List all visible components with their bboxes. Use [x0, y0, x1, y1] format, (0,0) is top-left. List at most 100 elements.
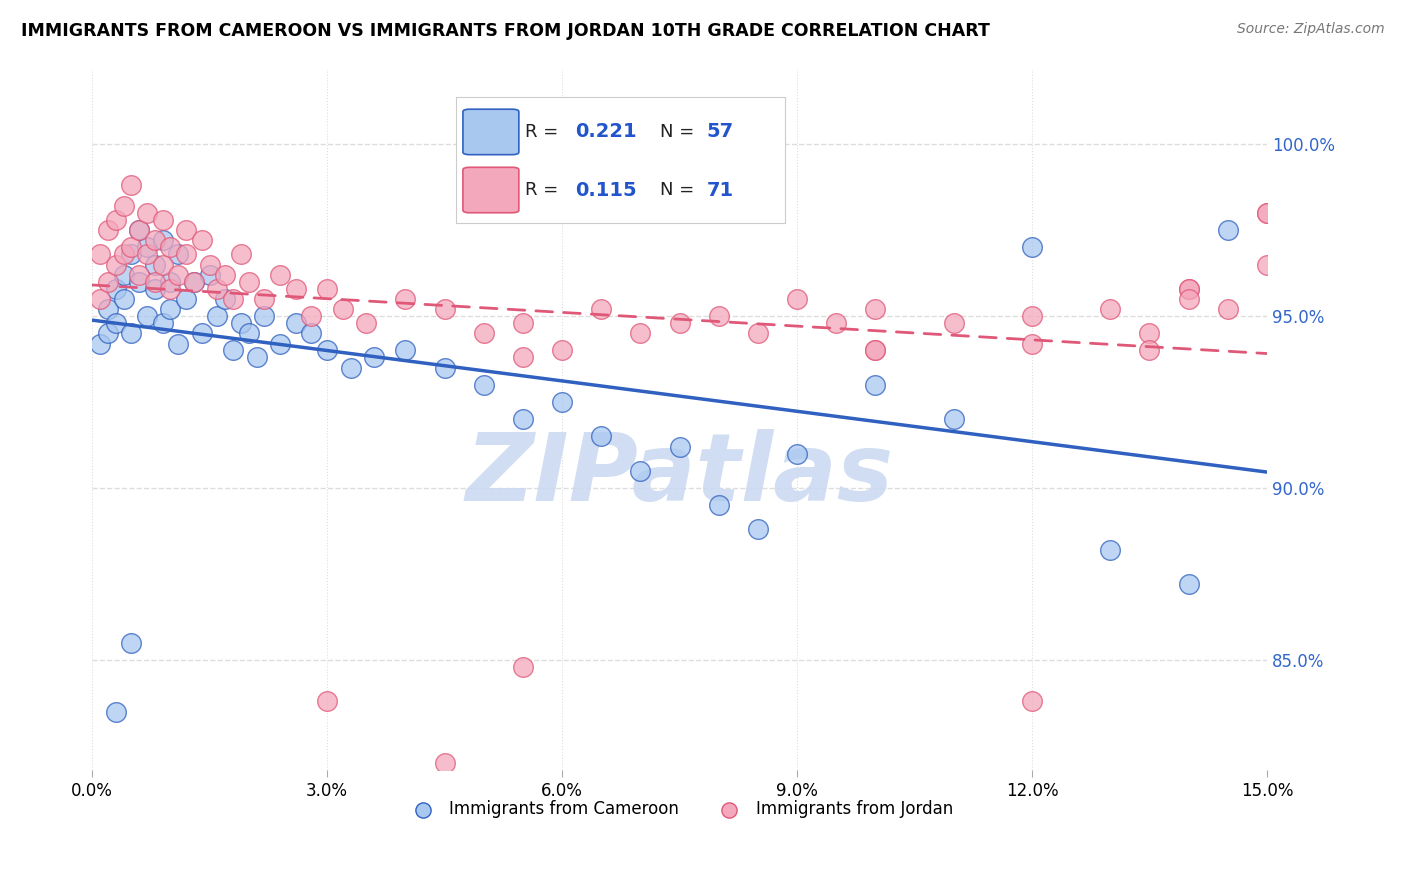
Point [1256, 258, 1278, 272]
Point [1021, 694, 1043, 708]
Point [152, 258, 174, 272]
Point [253, 292, 276, 306]
Point [183, 275, 205, 289]
Point [152, 212, 174, 227]
Point [207, 282, 229, 296]
Point [143, 258, 166, 272]
Point [512, 660, 534, 674]
Point [136, 240, 159, 254]
Point [174, 292, 197, 306]
Point [183, 275, 205, 289]
Point [1099, 302, 1122, 317]
Point [120, 326, 142, 341]
Point [152, 234, 174, 248]
Point [339, 360, 361, 375]
Point [222, 343, 245, 358]
Point [865, 343, 887, 358]
Point [786, 292, 808, 306]
Point [104, 316, 127, 330]
Text: ZIPatlas: ZIPatlas [465, 429, 894, 522]
Point [97, 302, 120, 317]
Point [591, 302, 613, 317]
Point [229, 247, 252, 261]
Legend: Immigrants from Cameroon, Immigrants from Jordan: Immigrants from Cameroon, Immigrants fro… [399, 794, 960, 825]
Point [167, 336, 190, 351]
Point [174, 223, 197, 237]
Point [120, 636, 142, 650]
Point [825, 316, 848, 330]
Point [1099, 543, 1122, 558]
Point [433, 302, 456, 317]
Point [159, 240, 181, 254]
Point [136, 206, 159, 220]
Point [316, 282, 339, 296]
Point [89, 247, 111, 261]
Point [269, 336, 291, 351]
Point [356, 316, 378, 330]
Point [120, 178, 142, 193]
Point [1177, 282, 1199, 296]
Point [1256, 206, 1278, 220]
Point [394, 343, 416, 358]
Point [1216, 302, 1239, 317]
Point [301, 309, 323, 323]
Point [865, 343, 887, 358]
Point [143, 282, 166, 296]
Point [433, 756, 456, 771]
Point [512, 351, 534, 365]
Point [668, 440, 690, 454]
Point [551, 343, 574, 358]
Point [707, 309, 730, 323]
Point [104, 212, 127, 227]
Point [865, 302, 887, 317]
Point [104, 282, 127, 296]
Point [1139, 343, 1161, 358]
Point [97, 326, 120, 341]
Point [191, 326, 214, 341]
Point [1139, 326, 1161, 341]
Point [668, 316, 690, 330]
Point [136, 309, 159, 323]
Point [167, 247, 190, 261]
Point [112, 268, 135, 282]
Text: IMMIGRANTS FROM CAMEROON VS IMMIGRANTS FROM JORDAN 10TH GRADE CORRELATION CHART: IMMIGRANTS FROM CAMEROON VS IMMIGRANTS F… [21, 22, 990, 40]
Point [394, 292, 416, 306]
Point [97, 223, 120, 237]
Point [472, 377, 495, 392]
Point [229, 316, 252, 330]
Point [1021, 309, 1043, 323]
Point [152, 316, 174, 330]
Point [191, 234, 214, 248]
Point [207, 309, 229, 323]
Point [89, 336, 111, 351]
Point [89, 292, 111, 306]
Point [747, 326, 769, 341]
Point [104, 258, 127, 272]
Point [332, 302, 354, 317]
Point [97, 275, 120, 289]
Point [512, 316, 534, 330]
Point [551, 395, 574, 409]
Point [120, 240, 142, 254]
Point [707, 498, 730, 512]
Point [159, 282, 181, 296]
Point [112, 247, 135, 261]
Point [865, 377, 887, 392]
Point [301, 326, 323, 341]
Point [128, 268, 150, 282]
Point [136, 247, 159, 261]
Point [512, 412, 534, 426]
Point [316, 343, 339, 358]
Point [747, 522, 769, 536]
Point [284, 282, 307, 296]
Point [1021, 336, 1043, 351]
Point [1021, 240, 1043, 254]
Point [628, 464, 651, 478]
Point [120, 247, 142, 261]
Point [112, 199, 135, 213]
Point [1177, 292, 1199, 306]
Point [591, 429, 613, 443]
Point [159, 275, 181, 289]
Point [174, 247, 197, 261]
Point [238, 326, 260, 341]
